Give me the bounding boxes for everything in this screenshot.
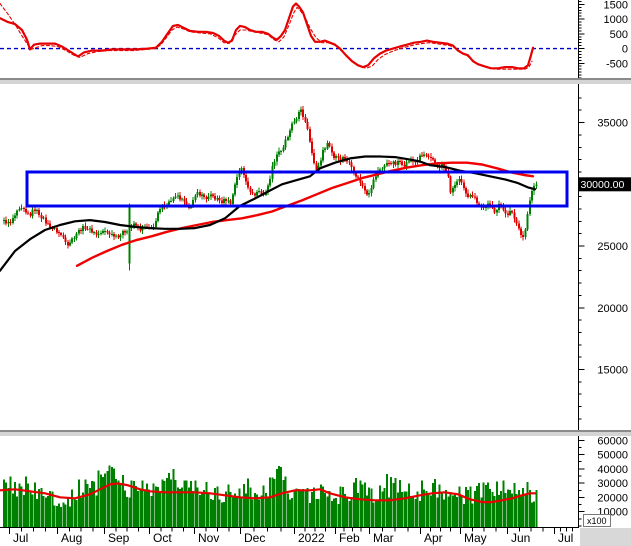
panel-splitter-top[interactable] [0, 78, 631, 84]
oscillator-panel-content [0, 2, 577, 70]
y-tick-label: 1500 [604, 0, 628, 11]
price-ma-black [0, 155, 537, 272]
panel-splitter-bottom[interactable] [0, 430, 631, 436]
splitter-edge [0, 430, 631, 432]
x-tick-label: Sep [108, 531, 130, 545]
y-tick-label: 35000 [597, 118, 628, 130]
x-tick-label: May [464, 531, 487, 545]
x-tick-label: Feb [339, 531, 360, 545]
axis-corner-block [580, 528, 631, 546]
last-price-marker-box [578, 177, 631, 192]
x-tick-label: Jul [13, 531, 28, 545]
y-tick-label: 40000 [597, 464, 628, 476]
volume-bars [3, 465, 538, 527]
x-axis: Jul Aug Sep Oct Nov Dec 2022 Feb Mar Apr May Jun Jul [9, 527, 573, 545]
splitter-bar [0, 432, 631, 436]
y-tick-label: 20000 [597, 492, 628, 504]
x-tick-label: Apr [424, 531, 443, 545]
unit-box-frame [583, 514, 611, 527]
splitter-bar [0, 80, 631, 84]
volume-ma-red [0, 482, 537, 504]
price-ma-red [75, 161, 535, 267]
y-tick-label: -500 [606, 58, 628, 70]
volume-unit-box: x100 [583, 514, 611, 527]
volume-ma [0, 482, 537, 504]
y-tick-label: 1000 [604, 14, 628, 26]
y-axis: 35000 25000 20000 15000 [578, 97, 628, 420]
momentum-line [0, 2, 535, 70]
splitter-edge [0, 78, 631, 80]
x-tick-label: Oct [153, 531, 172, 545]
price-axis-surface[interactable] [578, 85, 631, 430]
y-tick-label: 25000 [597, 241, 628, 253]
y-tick-label: 15000 [597, 365, 628, 377]
support-resistance-box[interactable] [25, 170, 569, 208]
y-tick-label: 60000 [597, 435, 628, 447]
x-tick-label: Jun [511, 531, 530, 545]
price-panel-surface[interactable] [0, 85, 578, 430]
x-tick-label: Aug [61, 531, 82, 545]
last-price-marker: 30000.00 [578, 177, 631, 192]
volume-panel-surface[interactable] [0, 436, 578, 528]
x-tick-label: Dec [244, 531, 265, 545]
oscillator-panel-surface[interactable] [0, 0, 578, 78]
time-axis-surface[interactable] [0, 528, 578, 546]
y-tick-label: 0 [622, 44, 628, 56]
x-tick-label: Mar [373, 531, 394, 545]
y-tick-label: 30000 [597, 478, 628, 490]
x-tick-label: 2022 [298, 531, 325, 545]
y-axis: 1500 1000 500 0 -500 [578, 0, 628, 79]
x-tick-label: Nov [198, 531, 219, 545]
momentum-signal-line [0, 2, 533, 70]
y-tick-label: 20000 [597, 303, 628, 315]
last-price-label: 30000.00 [581, 179, 625, 191]
x-tick-label: Jul [558, 531, 573, 545]
moving-averages [0, 155, 537, 272]
volume-unit-label: x100 [587, 516, 607, 526]
y-tick-label: 500 [610, 29, 628, 41]
y-tick-label: 50000 [597, 450, 628, 462]
